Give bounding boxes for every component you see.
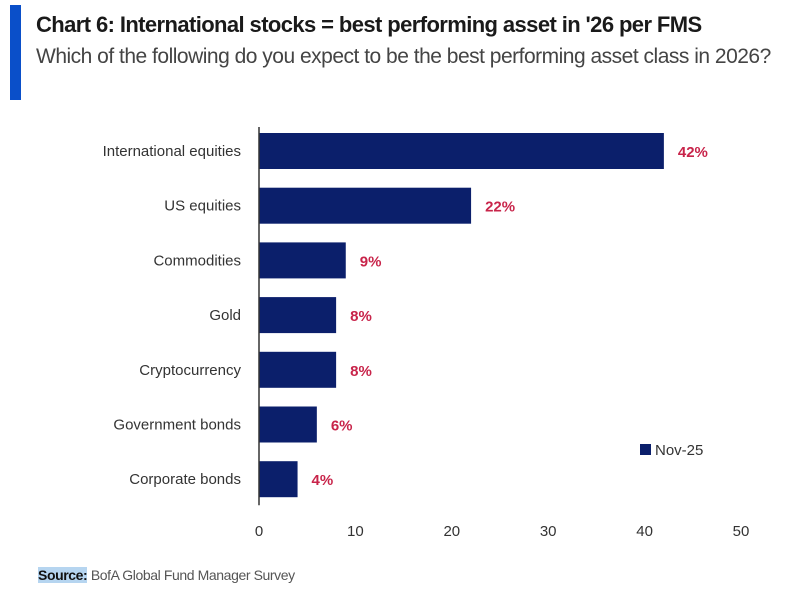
- bar-government-bonds: [259, 406, 317, 443]
- legend: Nov-25: [640, 442, 703, 459]
- category-label: Cryptocurrency: [139, 362, 241, 379]
- x-tick-label: 0: [255, 523, 263, 540]
- x-tick-label: 20: [443, 523, 460, 540]
- x-axis-ticks: 0 10 20 30 40 50: [255, 523, 750, 540]
- x-tick-label: 40: [636, 523, 653, 540]
- value-label: 8%: [350, 308, 372, 325]
- x-tick-label: 50: [733, 523, 750, 540]
- source-key: Source:: [38, 567, 88, 583]
- bar-cryptocurrency: [259, 351, 337, 388]
- x-tick-label: 30: [540, 523, 557, 540]
- bar-international-equities: [259, 133, 664, 169]
- value-label: 4%: [312, 472, 334, 489]
- source-note: Source: BofA Global Fund Manager Survey: [38, 567, 295, 583]
- bar-gold: [259, 297, 337, 334]
- bar-us-equities: [259, 187, 472, 224]
- chart-subtitle: Which of the following do you expect to …: [36, 45, 771, 68]
- bar-corporate-bonds: [259, 461, 298, 498]
- source-text: BofA Global Fund Manager Survey: [87, 567, 295, 583]
- value-label: 42%: [678, 144, 708, 161]
- legend-label: Nov-25: [655, 442, 703, 459]
- legend-swatch: [640, 444, 651, 455]
- value-label: 9%: [360, 253, 382, 270]
- category-label: Corporate bonds: [129, 471, 241, 488]
- value-label: 22%: [485, 199, 515, 216]
- category-label: Commodities: [153, 252, 241, 269]
- accent-bar: [10, 5, 21, 100]
- x-tick-label: 10: [347, 523, 364, 540]
- category-label: US equities: [164, 198, 241, 215]
- category-label: International equities: [103, 143, 241, 160]
- bars-layer: International equities 42% US equities 22% C…: [103, 133, 708, 498]
- value-label: 6%: [331, 418, 353, 435]
- chart-title: Chart 6: International stocks = best per…: [36, 12, 702, 37]
- category-label: Government bonds: [113, 417, 241, 434]
- category-label: Gold: [209, 307, 241, 324]
- value-label: 8%: [350, 363, 372, 380]
- bar-commodities: [259, 242, 346, 279]
